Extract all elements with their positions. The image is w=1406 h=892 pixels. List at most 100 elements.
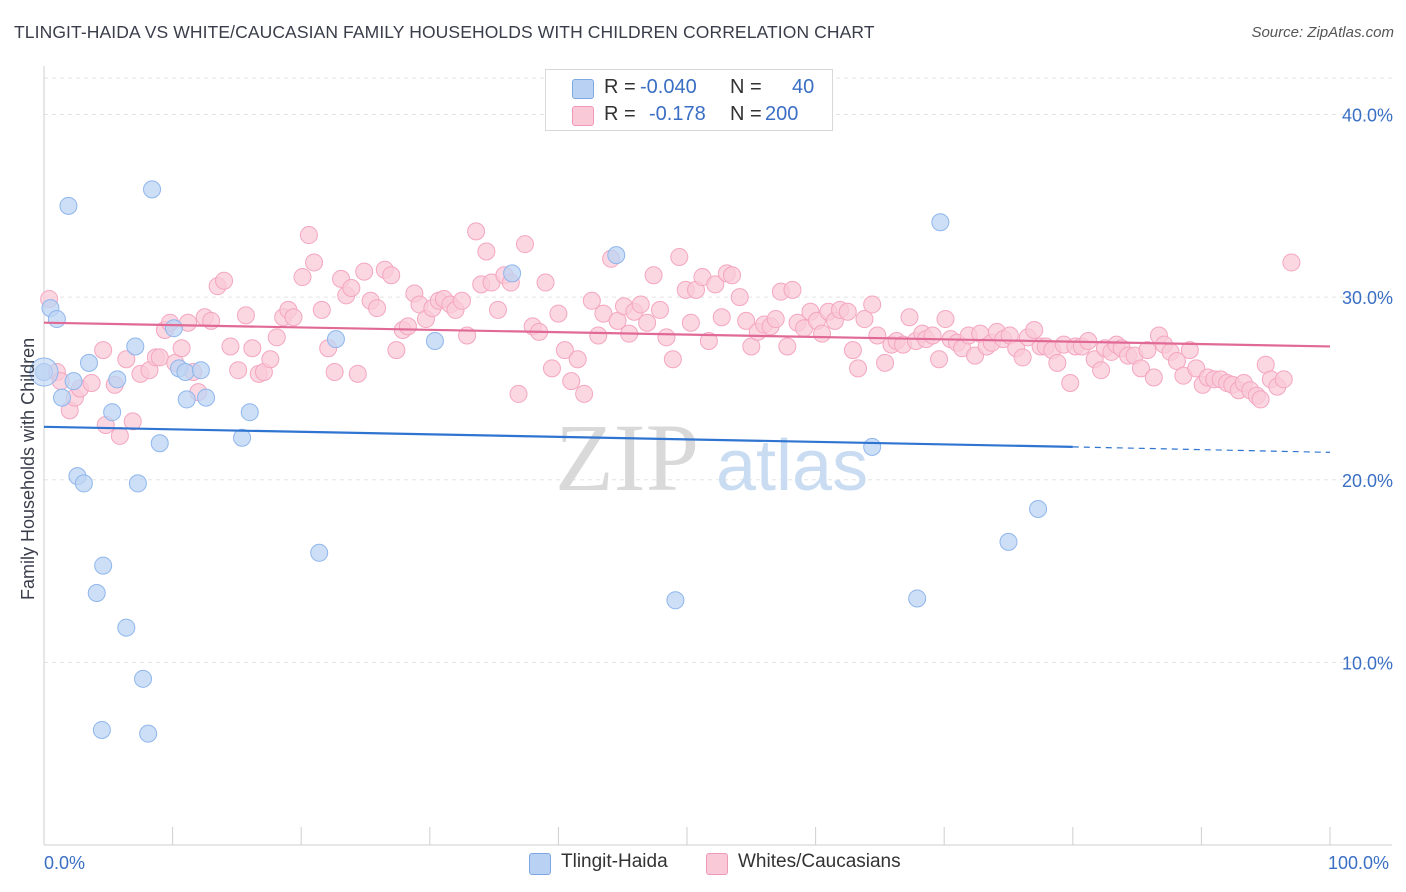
tlingit-point	[240, 403, 259, 422]
white-point	[299, 226, 318, 245]
tlingit-point	[191, 361, 210, 380]
tlingit-point	[999, 532, 1018, 551]
white-point	[229, 361, 248, 380]
tlingit-point	[326, 330, 345, 349]
tlingit-point	[150, 434, 169, 453]
tlingit-point	[87, 583, 106, 602]
white-point	[644, 266, 663, 285]
white-point	[82, 373, 101, 392]
white-point	[681, 313, 700, 332]
white-point	[1282, 253, 1301, 272]
legend-r-label: R =	[604, 76, 636, 98]
y-tick-label: 40.0%	[1342, 106, 1393, 126]
y-tick-label: 20.0%	[1342, 471, 1393, 491]
white-point	[1274, 370, 1293, 389]
white-point	[594, 304, 613, 323]
white-point	[117, 350, 136, 369]
white-point	[555, 341, 574, 360]
tlingit-point	[126, 337, 145, 356]
white-point	[1013, 348, 1032, 367]
white-trend-line	[43, 321, 1331, 348]
tlingit-point	[503, 264, 522, 283]
tlingit-point	[134, 669, 153, 688]
tlingit-point-large	[29, 357, 59, 387]
white-point	[737, 311, 756, 330]
white-point	[1061, 373, 1080, 392]
white-point	[766, 310, 785, 329]
white-point	[650, 300, 669, 319]
tlingit-point	[53, 388, 72, 407]
white-point	[284, 308, 303, 327]
tlingit-point	[143, 180, 162, 199]
trend-lines	[43, 321, 1331, 453]
legend: R = -0.040 N = 40 R = -0.178 N = 200	[545, 69, 833, 131]
x-tick-min: 0.0%	[44, 853, 85, 873]
white-point	[488, 300, 507, 319]
tlingit-point	[92, 720, 111, 739]
white-point	[312, 300, 331, 319]
data-points	[29, 180, 1301, 743]
legend-r-value: -0.040	[640, 76, 697, 98]
tlingit-trend-line	[43, 425, 1073, 448]
white-point	[699, 331, 718, 350]
tlingit-point	[863, 437, 882, 456]
white-point	[94, 341, 113, 360]
white-point	[778, 337, 797, 356]
white-point	[562, 372, 581, 391]
bottom-legend-swatch-pink	[706, 853, 728, 875]
tlingit-point	[607, 246, 626, 265]
white-point	[215, 271, 234, 290]
white-point	[342, 279, 361, 298]
white-point	[855, 310, 874, 329]
white-point	[582, 291, 601, 310]
tlingit-trend-extension	[1072, 446, 1331, 453]
white-point	[900, 308, 919, 327]
white-point	[515, 235, 534, 254]
tlingit-point	[80, 353, 99, 372]
white-point	[542, 359, 561, 378]
tlingit-point	[197, 388, 216, 407]
white-point	[589, 326, 608, 345]
bottom-legend-label: Whites/Caucasians	[738, 851, 901, 872]
source-label: Source: ZipAtlas.com	[1251, 24, 1394, 41]
white-point	[293, 268, 312, 287]
white-point	[923, 326, 942, 345]
white-point	[549, 304, 568, 323]
watermark-zip: ZIP	[555, 404, 699, 511]
legend-swatch-blue	[572, 79, 594, 99]
white-point	[452, 291, 471, 310]
tlingit-point	[59, 196, 78, 215]
white-point	[305, 253, 324, 272]
tlingit-point	[128, 474, 147, 493]
tlingit-point	[666, 591, 685, 610]
white-point	[477, 242, 496, 261]
white-point	[1092, 361, 1111, 380]
white-point	[663, 350, 682, 369]
legend-swatch-pink	[572, 106, 594, 126]
white-point	[813, 324, 832, 343]
tlingit-point	[176, 363, 195, 382]
white-point	[1138, 341, 1157, 360]
tlingit-point	[233, 428, 252, 447]
white-point	[631, 295, 650, 314]
white-point	[568, 350, 587, 369]
white-point	[467, 222, 486, 241]
legend-n-value: 40	[792, 76, 815, 98]
white-point	[575, 384, 594, 403]
tlingit-point	[139, 724, 158, 743]
white-point	[387, 341, 406, 360]
white-point	[783, 280, 802, 299]
tlingit-point	[177, 390, 196, 409]
tlingit-point	[117, 618, 136, 637]
white-point	[382, 266, 401, 285]
white-point	[838, 302, 857, 321]
white-point	[221, 337, 240, 356]
white-point	[110, 426, 129, 445]
legend-n-value: 200	[765, 103, 799, 125]
tlingit-point	[908, 589, 927, 608]
white-point	[1131, 359, 1150, 378]
white-point	[638, 313, 657, 332]
white-point	[723, 266, 742, 285]
y-axis-label: Family Households with Children	[18, 338, 38, 600]
white-point	[398, 317, 417, 336]
